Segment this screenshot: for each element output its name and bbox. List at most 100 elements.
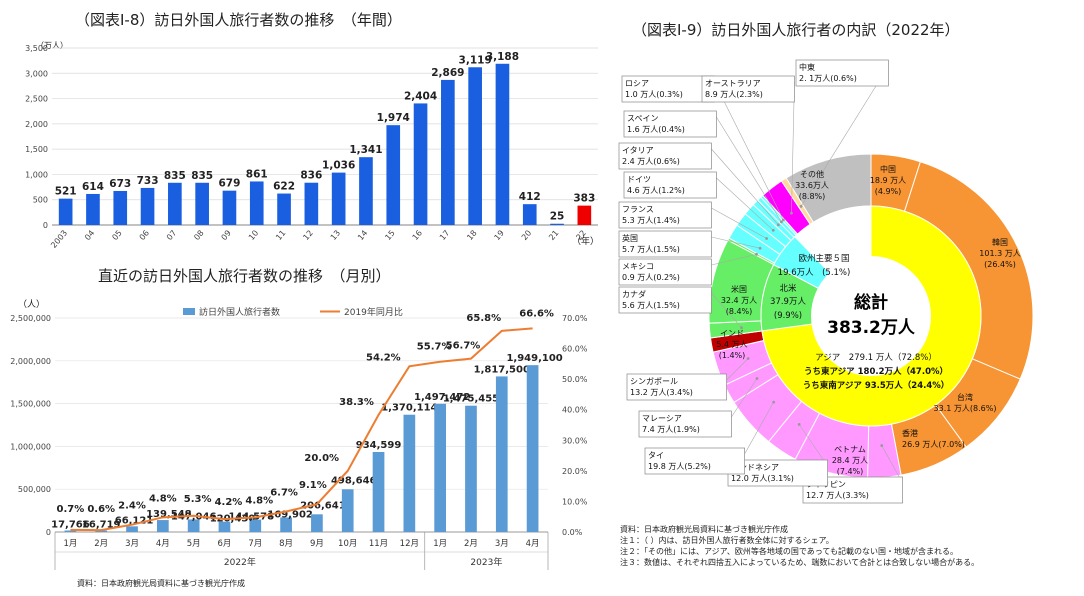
pie-label-box bbox=[621, 75, 715, 103]
monthly-y2-tick: 0.0% bbox=[562, 528, 583, 537]
pie-total-value: 383.2万人 bbox=[827, 318, 916, 338]
monthly-source: 資料：日本政府観光局資料に基づき観光庁作成 bbox=[77, 578, 245, 588]
annual-data-label: 835 bbox=[191, 170, 213, 182]
pie-note: 注３：数値は、それぞれ四捨五入によっているため、端数において合計とは合致しない場… bbox=[620, 557, 979, 567]
pie-total-label: 総計 bbox=[854, 292, 888, 313]
pie-leader-line bbox=[791, 81, 795, 214]
pie-label-text: 0.9 万人(0.2%) bbox=[622, 273, 680, 282]
annual-data-label: 3,188 bbox=[486, 51, 519, 63]
pie-leader-dot bbox=[880, 444, 884, 447]
pie-label-text: 香港 bbox=[902, 428, 918, 438]
annual-data-label: 673 bbox=[109, 178, 131, 190]
pie-label-box bbox=[618, 201, 712, 229]
annual-y-tick: 2,500 bbox=[25, 95, 48, 104]
monthly-x-tick: 3月 bbox=[125, 539, 139, 549]
monthly-group-label: 2022年 bbox=[224, 556, 256, 568]
monthly-x-tick: 7月 bbox=[248, 539, 262, 549]
pie-leader-dot bbox=[772, 400, 776, 404]
pie-slice-label: ドイツ 4.6 万人(1.2%) bbox=[623, 171, 717, 199]
pie-label-text: (8.4%) bbox=[726, 307, 753, 316]
annual-x-tick: 05 bbox=[110, 229, 123, 243]
annual-bar bbox=[168, 182, 182, 225]
annual-bar bbox=[441, 79, 455, 225]
annual-y-tick: 1,000 bbox=[25, 170, 48, 179]
legend-line-label: 2019年同月比 bbox=[344, 306, 403, 318]
monthly-x-tick: 2月 bbox=[94, 539, 108, 549]
annual-y-tick: 500 bbox=[33, 196, 48, 205]
annual-x-tick: 08 bbox=[192, 229, 205, 243]
pie-label-box bbox=[618, 142, 712, 170]
annual-bar bbox=[249, 181, 264, 225]
pie-label-text: カナダ bbox=[622, 289, 646, 299]
pie-label-text: 1.0 万人(0.3%) bbox=[625, 90, 683, 99]
annual-x-tick: 12 bbox=[301, 229, 314, 243]
pie-label-text: 5.7 万人(1.5%) bbox=[622, 245, 680, 254]
annual-bar bbox=[331, 172, 346, 225]
monthly-y2-tick: 60.0% bbox=[562, 345, 588, 354]
monthly-bar bbox=[495, 376, 508, 532]
monthly-bar-label: 17,766 bbox=[51, 519, 90, 530]
pie-label-box bbox=[626, 373, 727, 401]
pie-label-box bbox=[795, 59, 889, 87]
pie-label-text: その他 bbox=[800, 169, 824, 179]
annual-bar bbox=[195, 182, 209, 225]
annual-data-label: 2,404 bbox=[404, 90, 437, 102]
monthly-y-tick: 500,000 bbox=[18, 485, 51, 494]
monthly-bar bbox=[280, 517, 292, 532]
pie-label-text: 18.9 万人 bbox=[870, 176, 906, 185]
annual-x-unit: （年） bbox=[572, 235, 599, 247]
monthly-y2-tick: 20.0% bbox=[562, 467, 588, 476]
annual-data-label: 836 bbox=[300, 170, 322, 182]
pie-label-text: 101.3 万人 bbox=[979, 249, 1020, 258]
pie-leader-dot bbox=[790, 211, 793, 215]
monthly-bar-label: 1,497,472 bbox=[414, 392, 470, 403]
pie-leader-line bbox=[744, 402, 774, 455]
monthly-ratio-label: 4.8% bbox=[245, 495, 273, 506]
annual-x-tick: 14 bbox=[356, 229, 369, 243]
annual-x-tick: 19 bbox=[493, 229, 506, 243]
monthly-bar bbox=[156, 520, 169, 532]
monthly-ratio-label: 2.4% bbox=[118, 501, 146, 512]
pie-leader-dot bbox=[771, 228, 775, 232]
monthly-bar bbox=[249, 519, 262, 532]
pie-label-box bbox=[623, 171, 717, 199]
monthly-y-tick: 1,500,000 bbox=[10, 400, 51, 409]
monthly-ratio-label: 20.0% bbox=[304, 453, 339, 464]
monthly-y-tick: 1,000,000 bbox=[10, 442, 51, 451]
annual-data-label: 2,869 bbox=[431, 67, 464, 79]
pie-label-box bbox=[623, 110, 717, 138]
annual-bar bbox=[577, 205, 592, 225]
pie-label-text: (1.4%) bbox=[719, 351, 746, 360]
monthly-y-unit: （人） bbox=[18, 299, 45, 310]
pie-label-text: 2. 1万人(0.6%) bbox=[799, 74, 857, 83]
monthly-bar bbox=[403, 414, 416, 532]
monthly-bar-label: 1,817,500 bbox=[474, 364, 530, 375]
pie-label-text: インド bbox=[720, 329, 744, 338]
pie-slice-label: 中東 2. 1万人(0.6%) bbox=[795, 59, 889, 87]
pie-leader-dot bbox=[765, 237, 769, 240]
pie-leader-line bbox=[726, 358, 749, 381]
pie-slice-label: イタリア 2.4 万人(0.6%) bbox=[618, 142, 712, 170]
monthly-chart-title: 直近の訪日外国人旅行者数の推移 （月別） bbox=[98, 267, 391, 285]
monthly-y-tick: 2,500,000 bbox=[10, 314, 51, 323]
annual-x-tick: 13 bbox=[329, 229, 342, 243]
monthly-ratio-label: 9.1% bbox=[299, 480, 327, 491]
pie-label-text: 英国 bbox=[622, 233, 638, 243]
annual-data-label: 614 bbox=[82, 181, 104, 193]
monthly-bar-label: 498,646 bbox=[331, 475, 377, 486]
monthly-bar bbox=[187, 519, 200, 532]
annual-bar bbox=[86, 193, 100, 225]
pie-label-text: タイ bbox=[648, 451, 664, 460]
pie-label-text: フランス bbox=[622, 205, 654, 214]
pie-label-text: 台湾 bbox=[957, 392, 973, 402]
monthly-bar-label: 1,370,114 bbox=[381, 403, 437, 414]
annual-bar bbox=[222, 190, 237, 225]
monthly-y2-tick: 30.0% bbox=[562, 436, 588, 445]
pie-label-text: ロシア bbox=[625, 79, 649, 88]
pie-inner-label-text: うち東南アジア 93.5万人（24.4%） bbox=[803, 380, 950, 391]
pie-label-text: イタリア bbox=[622, 146, 654, 155]
pie-leader-line bbox=[798, 424, 828, 467]
pie-leader-line bbox=[711, 207, 767, 239]
pie-leader-line bbox=[716, 116, 782, 223]
monthly-x-tick: 11月 bbox=[369, 539, 388, 549]
